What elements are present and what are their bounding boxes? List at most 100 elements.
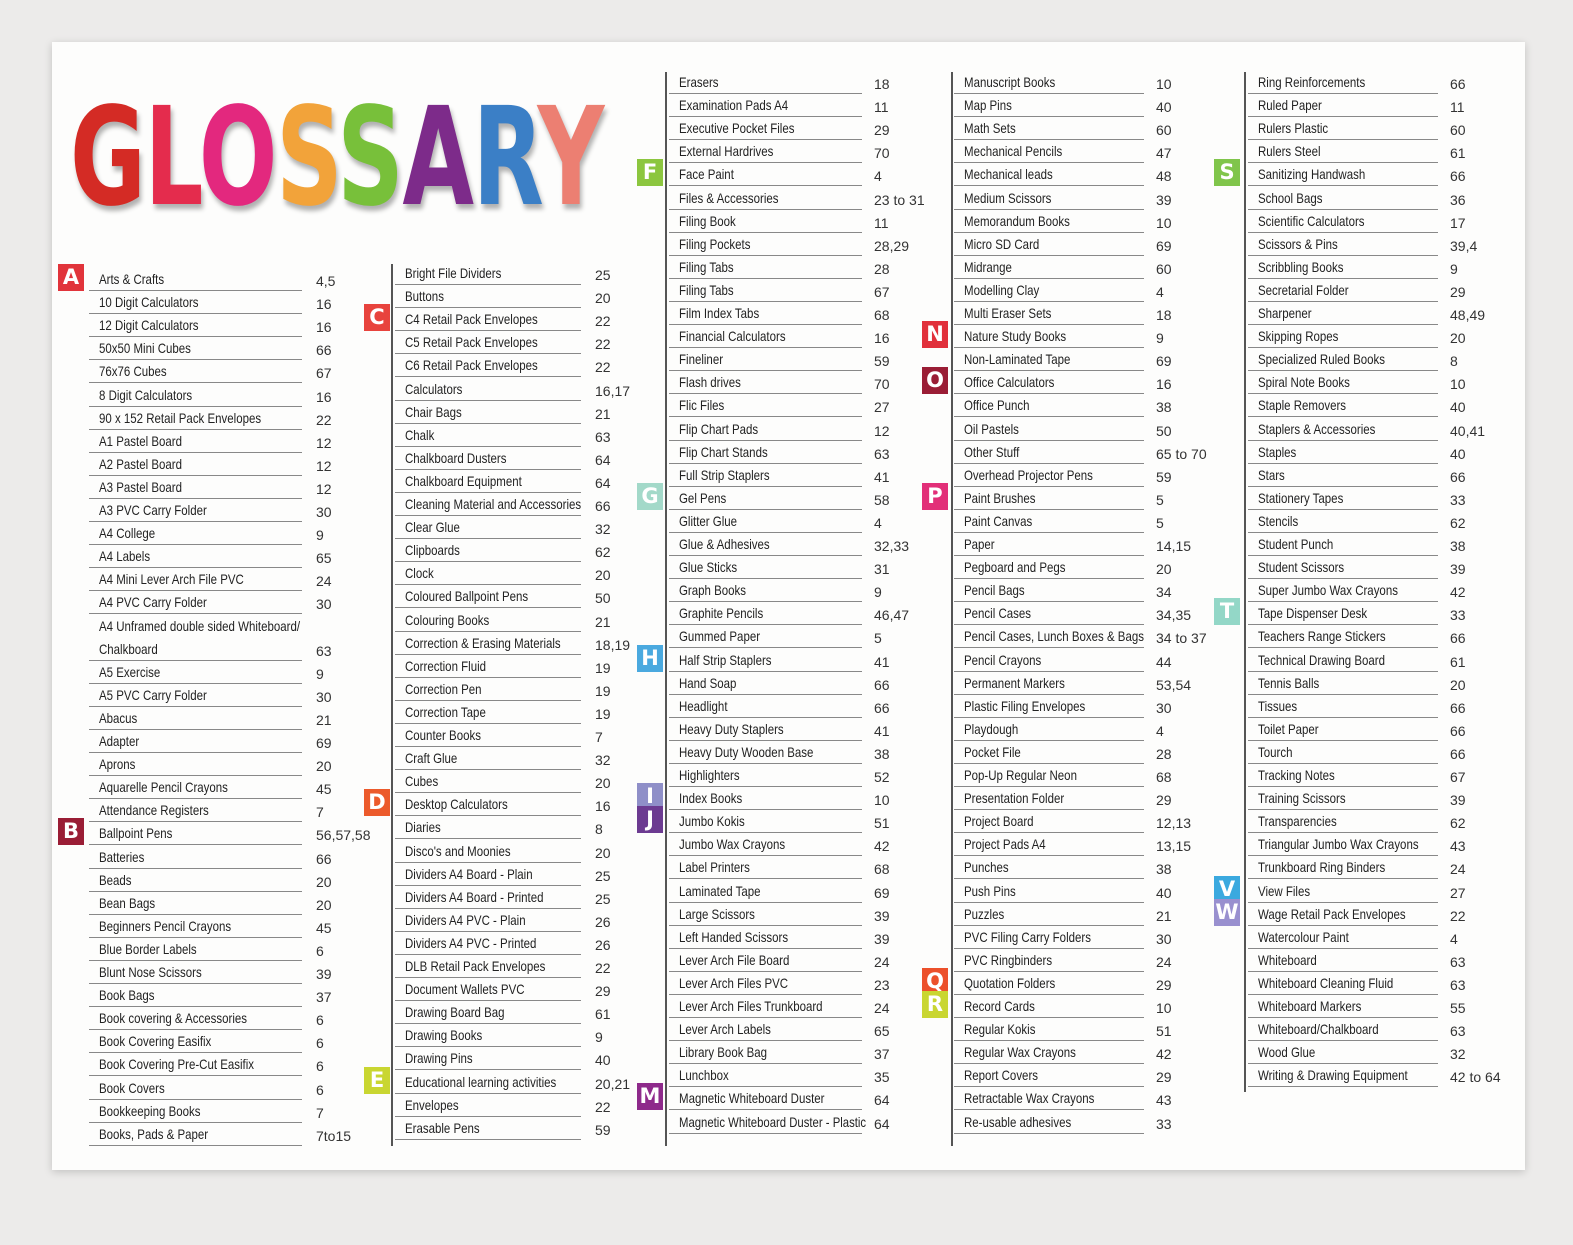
entry-name: Mechanical Pencils	[964, 143, 1063, 160]
entry-page: 62	[1450, 815, 1466, 832]
entry-page: 42	[1450, 584, 1466, 601]
entry-underline	[89, 682, 302, 684]
entry-name: Educational learning activities	[405, 1073, 557, 1090]
entry-page: 41	[874, 722, 890, 739]
entry-name: Retractable Wax Crayons	[964, 1090, 1095, 1107]
entry-page: 9	[1156, 330, 1164, 347]
entry-page: 32,33	[874, 538, 910, 554]
entry-page: 10	[1156, 76, 1172, 92]
entry-name: Colouring Books	[405, 611, 490, 628]
entry-name: A2 Pastel Board	[99, 455, 182, 472]
entry-underline	[89, 521, 302, 522]
entry-name: Whiteboard/Chalkboard	[1258, 1021, 1379, 1038]
entry-page: 19	[595, 682, 611, 699]
entry-underline	[954, 370, 1144, 372]
entry-underline	[669, 578, 862, 580]
letter-badge-m: M	[637, 1083, 663, 1111]
entry-underline	[954, 970, 1144, 972]
entry-name: Record Cards	[964, 998, 1035, 1014]
entry-underline	[395, 284, 581, 285]
entry-page: 20	[1156, 561, 1172, 578]
entry-underline	[89, 890, 302, 892]
entry-page: 33	[1450, 607, 1466, 624]
entry-page: 62	[1450, 514, 1466, 531]
entry-underline	[669, 1109, 862, 1111]
entry-page: 16	[316, 319, 332, 336]
entry-name: Clock	[405, 565, 434, 582]
entry-page: 62	[595, 544, 611, 561]
entry-page: 65 to 70	[1156, 445, 1207, 462]
entry-name: Lunchbox	[679, 1067, 729, 1084]
entry-underline	[954, 739, 1144, 741]
entry-underline	[89, 821, 302, 823]
entry-underline	[395, 445, 581, 447]
entry-name: Laminated Tape	[679, 882, 761, 899]
entry-name: Transparencies	[1258, 813, 1337, 830]
entry-page: 27	[1450, 884, 1466, 901]
entry-underline	[395, 1069, 581, 1071]
entry-underline	[954, 947, 1144, 949]
entry-underline	[1248, 531, 1438, 533]
entry-underline	[1248, 347, 1438, 349]
entry-page: 40	[595, 1052, 611, 1069]
entry-page: 40,41	[1450, 422, 1486, 439]
entry-name: Pegboard and Pegs	[964, 559, 1066, 576]
entry-page: 59	[595, 1121, 611, 1138]
entry-name: Hand Soap	[679, 674, 737, 691]
entry-page: 4	[1450, 930, 1458, 947]
entry-page: 66	[1450, 168, 1466, 185]
entry-page: 34,35	[1156, 607, 1192, 624]
entry-name: 90 x 152 Retail Pack Envelopes	[99, 409, 262, 426]
entry-underline	[669, 485, 862, 487]
entry-underline	[1248, 601, 1438, 603]
entry-page: 40	[1450, 445, 1466, 462]
entry-underline	[1248, 208, 1438, 210]
entry-underline	[954, 1017, 1144, 1018]
entry-name: Push Pins	[964, 882, 1016, 899]
entry-name: Paint Canvas	[964, 512, 1033, 529]
entry-page: 50	[595, 590, 611, 607]
entry-underline	[395, 953, 581, 955]
entry-name: Math Sets	[964, 120, 1016, 137]
entry-page: 21	[1156, 907, 1172, 924]
entry-page: 50	[1156, 422, 1172, 439]
entry-name: Attendance Registers	[99, 802, 209, 819]
entry-name: Clear Glue	[405, 519, 460, 536]
entry-underline	[669, 739, 862, 741]
entry-page: 39	[1156, 191, 1172, 208]
entry-page: 23	[874, 976, 890, 993]
entry-page: 19	[595, 659, 611, 676]
column-divider	[1244, 72, 1246, 1092]
entry-page: 8	[595, 821, 603, 838]
entry-page: 52	[874, 769, 890, 785]
entry-underline	[395, 1115, 581, 1117]
entry-underline	[954, 347, 1144, 349]
entry-page: 68	[1156, 769, 1172, 785]
entry-name: Correction Tape	[405, 703, 486, 720]
entry-underline	[395, 307, 581, 309]
entry-name: Tissues	[1258, 697, 1298, 714]
entry-underline	[954, 139, 1144, 141]
entry-underline	[395, 746, 581, 747]
entry-name: Heavy Duty Staplers	[679, 720, 784, 737]
entry-underline	[669, 185, 862, 187]
entry-page: 63	[874, 445, 890, 462]
entry-page: 65	[874, 1023, 890, 1040]
entry-name: Secretarial Folder	[1258, 281, 1349, 298]
entry-name: Book Covering Pre-Cut Easifix	[99, 1056, 255, 1073]
entry-name: Executive Pocket Files	[679, 120, 795, 137]
entry-name: Dividers A4 Board - Plain	[405, 865, 533, 882]
letter-badge-e: E	[364, 1066, 390, 1094]
entry-page: 14,15	[1156, 538, 1192, 554]
entry-name: Plastic Filing Envelopes	[964, 697, 1086, 714]
entry-name: 12 Digit Calculators	[99, 317, 199, 334]
entry-name: Nature Study Books	[964, 328, 1067, 345]
entry-page: 24	[1156, 953, 1172, 970]
entry-page: 36	[1450, 191, 1466, 208]
letter-badge-i: I	[637, 783, 663, 811]
entry-underline	[395, 468, 581, 470]
entry-name: Correction Fluid	[405, 657, 487, 674]
entry-name: Office Calculators	[964, 374, 1055, 391]
entry-underline	[1248, 116, 1438, 118]
letter-badge-q: Q	[922, 967, 948, 995]
